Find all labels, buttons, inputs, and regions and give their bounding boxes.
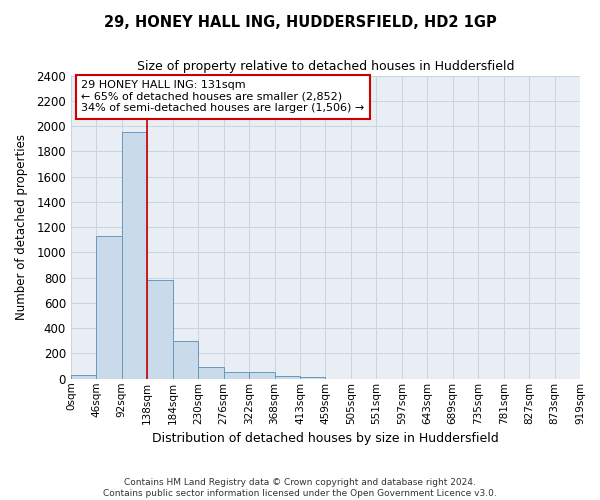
Y-axis label: Number of detached properties: Number of detached properties bbox=[15, 134, 28, 320]
Bar bbox=[122, 132, 148, 379]
Text: 29 HONEY HALL ING: 131sqm
← 65% of detached houses are smaller (2,852)
34% of se: 29 HONEY HALL ING: 131sqm ← 65% of detac… bbox=[81, 80, 364, 114]
Bar bbox=[249, 372, 275, 379]
Bar bbox=[173, 342, 198, 379]
Bar bbox=[97, 236, 122, 379]
Bar bbox=[198, 367, 224, 379]
Bar bbox=[224, 372, 249, 379]
Bar bbox=[148, 280, 173, 379]
Bar bbox=[300, 377, 325, 379]
Bar bbox=[275, 376, 300, 379]
Text: Contains HM Land Registry data © Crown copyright and database right 2024.
Contai: Contains HM Land Registry data © Crown c… bbox=[103, 478, 497, 498]
Text: 29, HONEY HALL ING, HUDDERSFIELD, HD2 1GP: 29, HONEY HALL ING, HUDDERSFIELD, HD2 1G… bbox=[104, 15, 496, 30]
Title: Size of property relative to detached houses in Huddersfield: Size of property relative to detached ho… bbox=[137, 60, 514, 73]
Bar bbox=[71, 375, 97, 379]
X-axis label: Distribution of detached houses by size in Huddersfield: Distribution of detached houses by size … bbox=[152, 432, 499, 445]
